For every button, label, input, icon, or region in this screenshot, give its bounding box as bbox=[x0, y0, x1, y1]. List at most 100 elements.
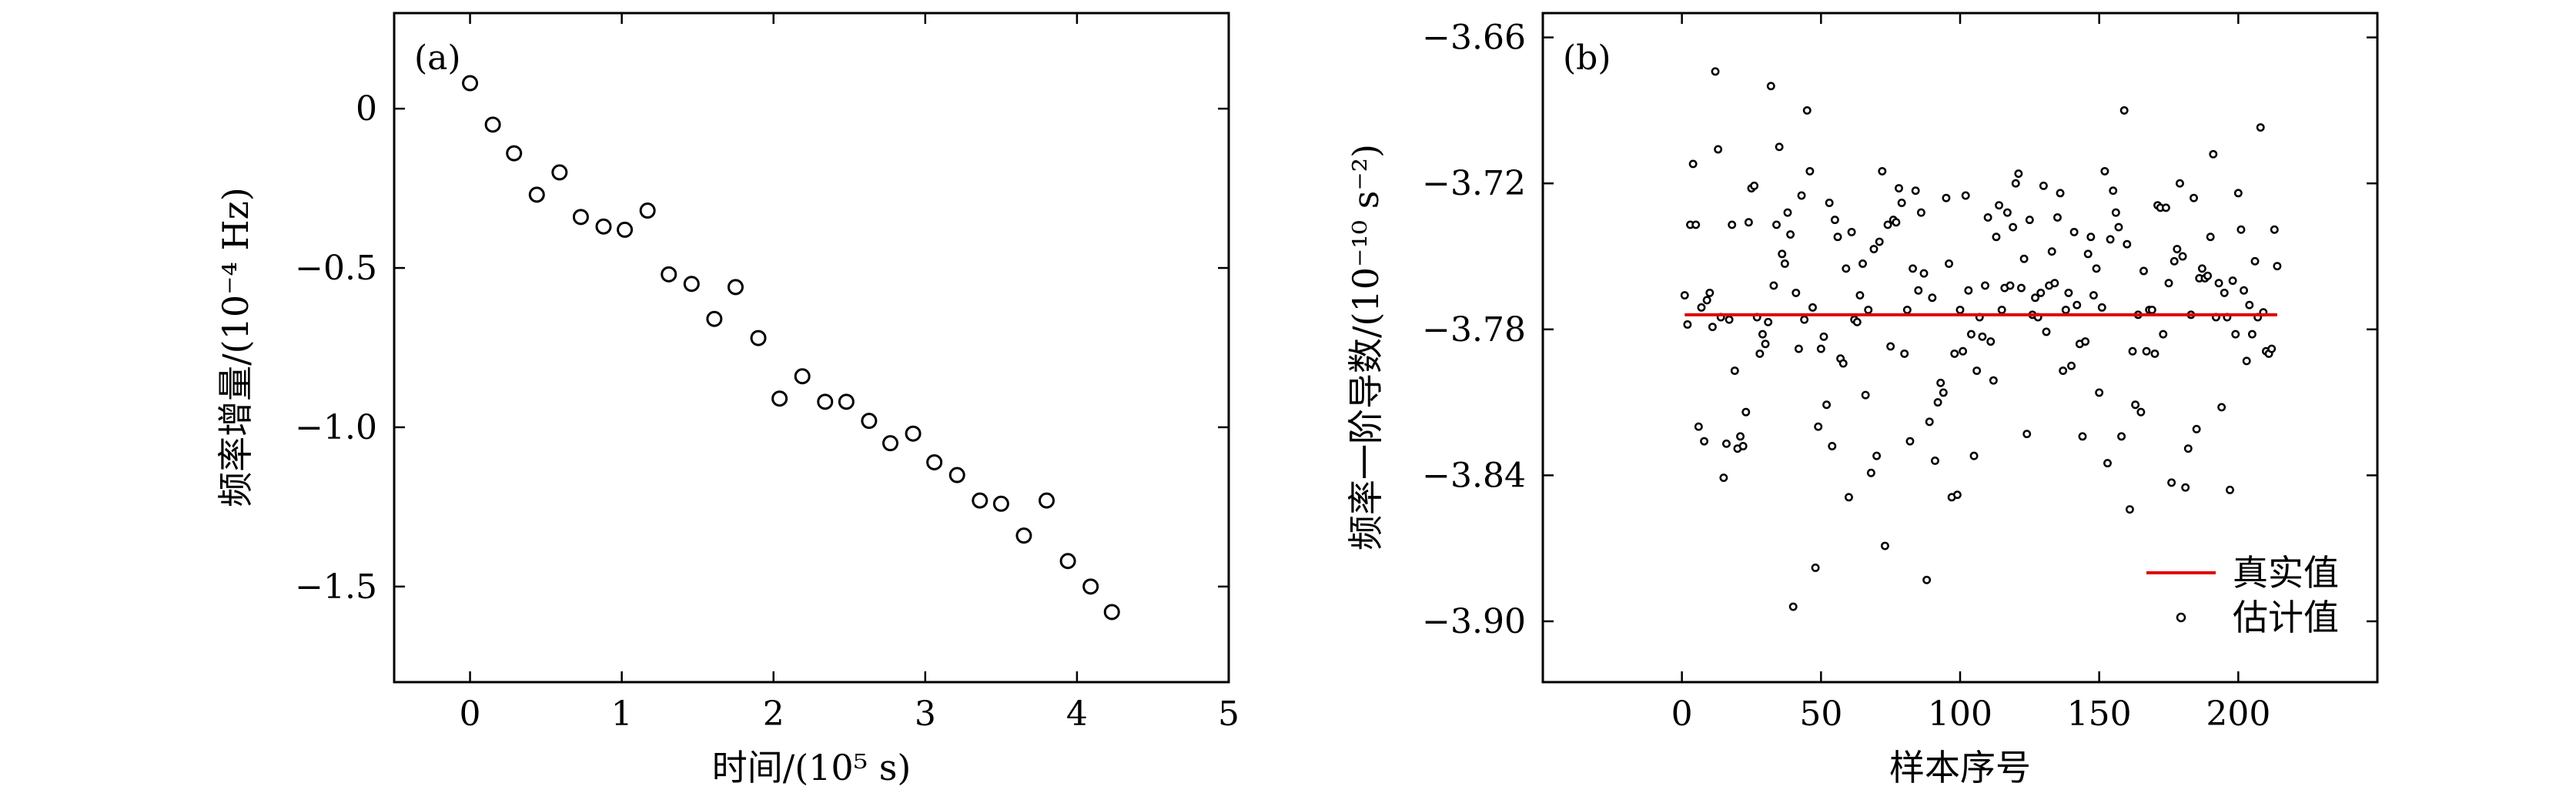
estimate-point bbox=[1830, 216, 1839, 225]
estimate-point bbox=[2147, 306, 2156, 314]
estimate-point bbox=[2128, 346, 2137, 356]
estimate-point bbox=[1805, 166, 1815, 176]
estimate-point bbox=[1788, 602, 1798, 611]
estimate-point bbox=[2220, 288, 2229, 297]
estimate-point bbox=[1697, 303, 1706, 312]
data-point bbox=[639, 202, 656, 219]
y-tick-label: −0.5 bbox=[295, 249, 377, 288]
estimate-point bbox=[2050, 279, 2059, 288]
panel-b-xlabel: 样本序号 bbox=[1889, 747, 2031, 788]
estimate-point bbox=[1728, 220, 1737, 229]
estimate-point bbox=[2233, 189, 2243, 198]
estimate-point bbox=[1772, 220, 1781, 229]
y-tick-label: −3.72 bbox=[1422, 164, 1526, 203]
estimate-point bbox=[2100, 166, 2109, 176]
estimate-point bbox=[1983, 212, 1992, 222]
estimate-point bbox=[1730, 366, 1739, 375]
estimate-point bbox=[1842, 264, 1851, 273]
estimate-point bbox=[1892, 218, 1901, 227]
data-point bbox=[838, 393, 855, 410]
estimate-point bbox=[2117, 432, 2126, 441]
estimate-point bbox=[2167, 478, 2176, 487]
data-point bbox=[617, 221, 634, 238]
estimate-point bbox=[1816, 344, 1825, 353]
estimate-point bbox=[2056, 189, 2065, 198]
estimate-point bbox=[2019, 254, 2029, 263]
data-point bbox=[926, 453, 943, 470]
estimate-point bbox=[1802, 105, 1812, 115]
estimate-point bbox=[2081, 337, 2090, 346]
estimate-point bbox=[1880, 541, 1889, 550]
panel-a-label: (a) bbox=[414, 38, 461, 78]
estimate-point bbox=[1961, 191, 1970, 200]
estimate-point bbox=[1883, 220, 1892, 229]
estimate-point bbox=[2025, 216, 2034, 225]
estimate-point bbox=[1847, 227, 1856, 236]
estimate-point bbox=[1778, 249, 1787, 259]
x-tick-label: 0 bbox=[1671, 694, 1693, 734]
estimate-point bbox=[2061, 306, 2070, 314]
estimate-point bbox=[2245, 300, 2254, 309]
estimate-point bbox=[1875, 237, 1884, 246]
data-point bbox=[992, 495, 1009, 512]
estimate-point bbox=[2131, 400, 2140, 410]
estimate-point bbox=[2053, 212, 2062, 222]
estimate-point bbox=[1897, 199, 1906, 207]
estimate-point bbox=[2089, 291, 2098, 300]
estimate-point bbox=[1819, 332, 1828, 341]
estimate-point bbox=[1766, 82, 1775, 91]
estimate-point bbox=[1931, 456, 1939, 465]
panel-a-ylabel: 频率增量/(10⁻⁴ Hz) bbox=[215, 187, 256, 507]
estimate-point bbox=[2002, 208, 2012, 217]
estimate-point bbox=[2039, 181, 2048, 190]
estimate-point bbox=[1911, 186, 1920, 196]
estimate-point bbox=[2181, 483, 2190, 492]
estimate-point bbox=[2267, 344, 2277, 353]
y-tick-label: 0 bbox=[356, 89, 377, 129]
data-point bbox=[948, 467, 965, 483]
estimate-point bbox=[1711, 67, 1720, 76]
estimate-point bbox=[1986, 337, 1996, 346]
estimate-point bbox=[2183, 444, 2193, 453]
estimate-point bbox=[1791, 288, 1801, 297]
data-point bbox=[771, 390, 788, 407]
estimate-point bbox=[2214, 279, 2223, 288]
estimate-point bbox=[1989, 376, 1998, 385]
y-tick-label: −3.78 bbox=[1422, 310, 1526, 350]
estimate-point bbox=[1922, 575, 1932, 584]
estimate-point bbox=[1945, 259, 1953, 268]
estimate-point bbox=[1794, 344, 1803, 353]
estimate-point bbox=[2226, 485, 2234, 494]
estimate-point bbox=[1866, 468, 1875, 477]
estimate-point bbox=[1780, 259, 1789, 268]
legend: 真实值 估计值 bbox=[2146, 552, 2339, 638]
legend-estimate-swatch bbox=[2176, 612, 2186, 623]
estimate-point bbox=[2159, 330, 2168, 339]
estimate-point bbox=[2139, 266, 2148, 276]
estimate-point bbox=[1950, 349, 1959, 358]
estimate-point bbox=[1838, 359, 1848, 368]
estimate-point bbox=[2247, 330, 2257, 339]
estimate-point bbox=[1714, 145, 1723, 154]
x-tick-label: 50 bbox=[1799, 694, 1842, 734]
estimate-point bbox=[1992, 233, 2001, 242]
data-point bbox=[462, 75, 479, 92]
estimate-point bbox=[1725, 315, 1734, 324]
legend-estimate-label: 估计值 bbox=[2233, 597, 2339, 638]
estimate-point bbox=[1861, 390, 1870, 400]
estimate-point bbox=[1828, 442, 1837, 450]
estimate-point bbox=[2270, 225, 2279, 234]
estimate-point bbox=[1864, 306, 1873, 314]
estimate-point bbox=[2017, 283, 2026, 293]
estimate-point bbox=[2273, 262, 2282, 271]
estimate-point bbox=[1955, 306, 1965, 314]
estimate-point bbox=[2059, 366, 2068, 375]
estimate-point bbox=[2014, 169, 2023, 179]
estimate-point bbox=[2136, 407, 2146, 417]
estimate-point bbox=[1909, 264, 1918, 273]
data-point bbox=[595, 218, 612, 235]
estimate-point bbox=[2083, 249, 2093, 259]
estimate-point bbox=[1878, 166, 1887, 176]
estimate-point bbox=[1939, 388, 1948, 397]
estimate-point bbox=[2095, 388, 2104, 397]
